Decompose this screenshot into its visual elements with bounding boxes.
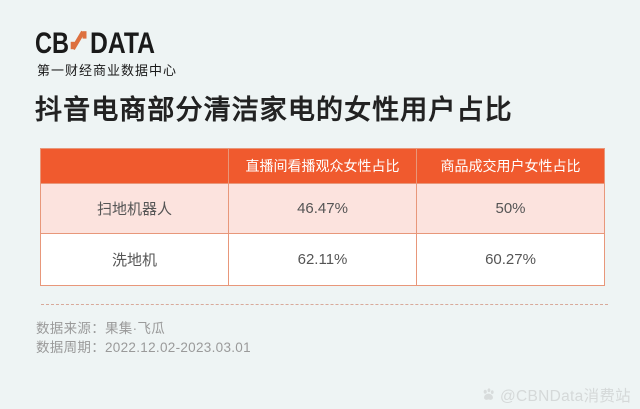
svg-text:CB: CB xyxy=(35,27,69,56)
svg-text:DATA: DATA xyxy=(90,27,155,56)
